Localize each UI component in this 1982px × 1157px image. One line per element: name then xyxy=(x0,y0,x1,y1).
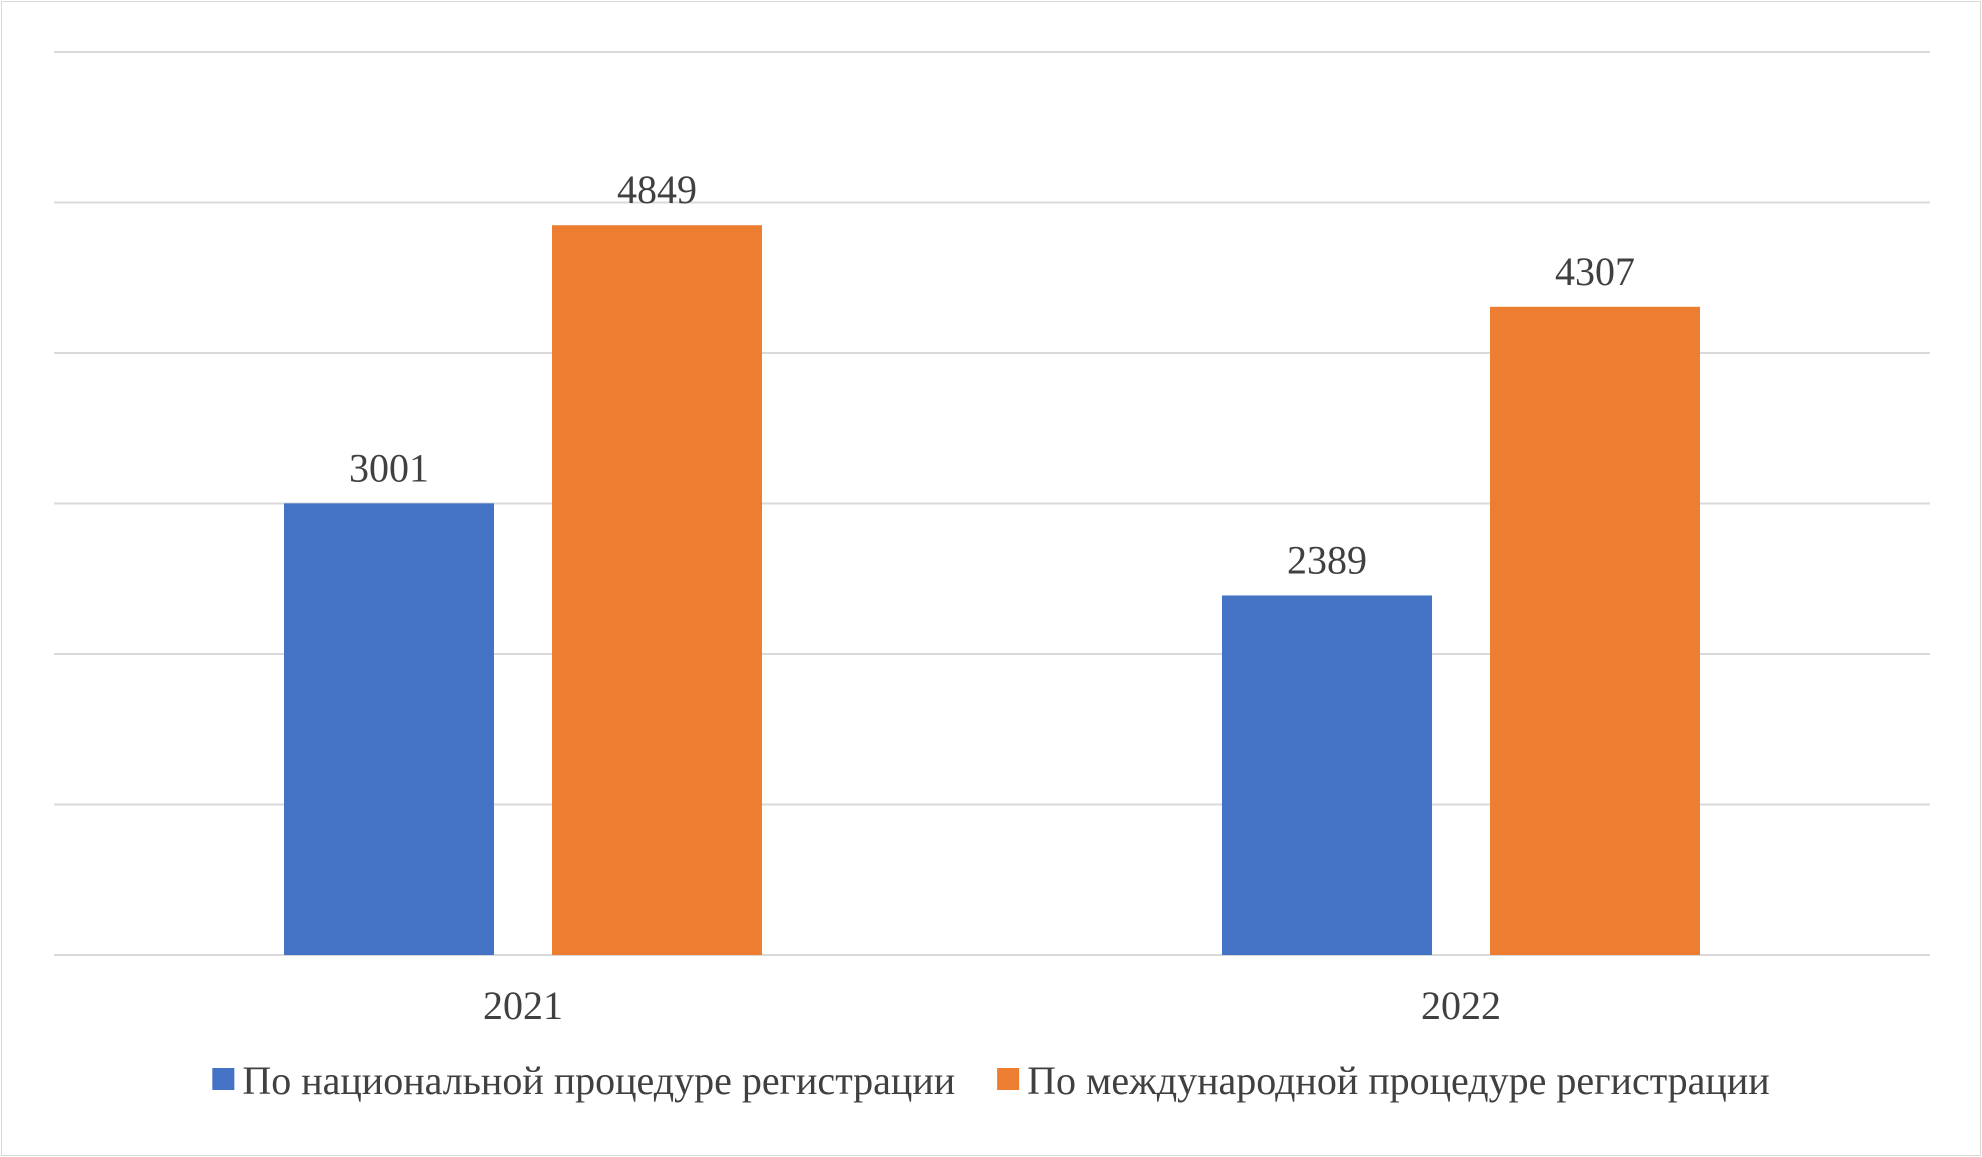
x-tick-label-2022: 2022 xyxy=(1421,983,1501,1028)
legend-label: По национальной процедуре регистрации xyxy=(242,1058,955,1103)
data-label-2022-series-2: 4307 xyxy=(1555,249,1635,294)
bar-2021-series-1 xyxy=(284,503,494,955)
data-label-2021-series-2: 4849 xyxy=(617,167,697,212)
legend: По национальной процедуре регистрации По … xyxy=(212,1058,1770,1103)
bars xyxy=(284,225,1700,956)
data-label-2022-series-1: 2389 xyxy=(1287,537,1367,582)
bar-2022-series-1 xyxy=(1222,595,1432,955)
data-label-2021-series-1: 3001 xyxy=(349,445,429,490)
legend-swatch xyxy=(212,1068,235,1090)
legend-item-series-2: По международной процедуре регистрации xyxy=(997,1058,1770,1103)
legend-label: По международной процедуре регистрации xyxy=(1027,1058,1770,1103)
data-labels: 3001 4849 2389 4307 xyxy=(349,167,1635,582)
legend-item-series-1: По национальной процедуре регистрации xyxy=(212,1058,955,1103)
x-axis-ticks: 2021 2022 xyxy=(483,983,1501,1028)
bar-2022-series-2 xyxy=(1490,306,1700,955)
x-tick-label-2021: 2021 xyxy=(483,983,563,1028)
bar-2021-series-2 xyxy=(552,225,762,956)
legend-swatch xyxy=(997,1068,1020,1090)
